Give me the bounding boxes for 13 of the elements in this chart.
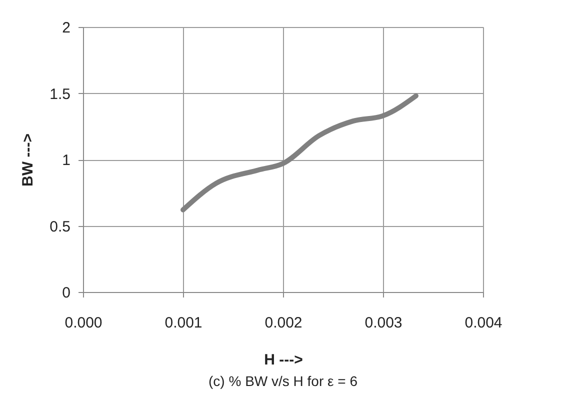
text: (c) % BW v/s H for ε = 6 (208, 373, 358, 389)
y-tick-label: 1 (62, 152, 70, 169)
y-tick-label: 1.5 (50, 86, 70, 103)
y-tick-label: 2 (62, 20, 70, 36)
x-tick-label: 0.004 (464, 314, 502, 332)
x-axis-title: H ---> (264, 352, 304, 368)
y-tick-label: 0.5 (50, 218, 70, 236)
x-tick-label: 0.001 (164, 314, 202, 332)
x-tick-label: 0.003 (364, 314, 402, 332)
x-tick-label: 0.002 (264, 314, 302, 332)
y-tick-label: 0 (62, 284, 70, 302)
x-tick-label: 0.000 (64, 314, 102, 332)
y-axis-title: BW ---> (20, 133, 37, 186)
